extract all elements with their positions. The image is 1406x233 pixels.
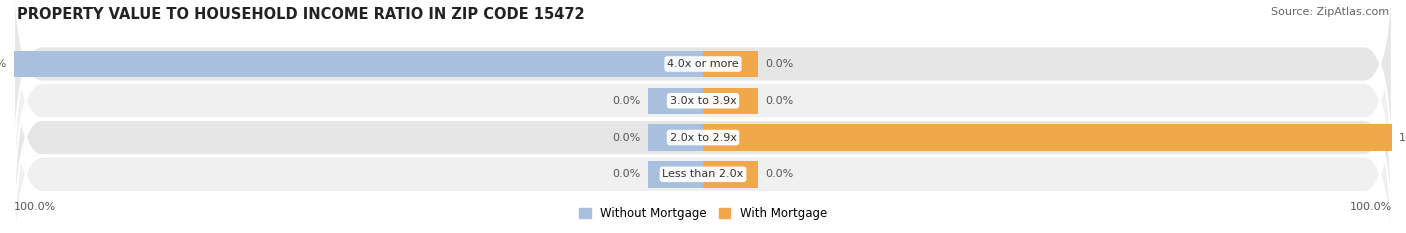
Text: 4.0x or more: 4.0x or more (668, 59, 738, 69)
Text: PROPERTY VALUE TO HOUSEHOLD INCOME RATIO IN ZIP CODE 15472: PROPERTY VALUE TO HOUSEHOLD INCOME RATIO… (17, 7, 585, 22)
Bar (648, 88, 703, 114)
Text: 0.0%: 0.0% (765, 169, 793, 179)
Bar (703, 51, 758, 77)
FancyBboxPatch shape (14, 45, 1392, 233)
Text: 0.0%: 0.0% (613, 169, 641, 179)
Bar (703, 88, 758, 114)
FancyBboxPatch shape (14, 0, 1392, 230)
Text: 2.0x to 2.9x: 2.0x to 2.9x (669, 133, 737, 143)
Text: 0.0%: 0.0% (613, 133, 641, 143)
Bar (648, 124, 703, 151)
Legend: Without Mortgage, With Mortgage: Without Mortgage, With Mortgage (574, 202, 832, 225)
Text: 0.0%: 0.0% (765, 59, 793, 69)
FancyBboxPatch shape (14, 8, 1392, 233)
Bar (648, 161, 703, 188)
Text: 100.0%: 100.0% (1399, 133, 1406, 143)
Text: 100.0%: 100.0% (14, 202, 56, 212)
Text: 0.0%: 0.0% (765, 96, 793, 106)
Text: 100.0%: 100.0% (0, 59, 7, 69)
Bar (703, 161, 758, 188)
Bar (703, 124, 1392, 151)
FancyBboxPatch shape (14, 0, 1392, 193)
Text: 3.0x to 3.9x: 3.0x to 3.9x (669, 96, 737, 106)
Text: Source: ZipAtlas.com: Source: ZipAtlas.com (1271, 7, 1389, 17)
Text: Less than 2.0x: Less than 2.0x (662, 169, 744, 179)
Text: 0.0%: 0.0% (613, 96, 641, 106)
Text: 100.0%: 100.0% (1350, 202, 1392, 212)
Bar (14, 51, 703, 77)
